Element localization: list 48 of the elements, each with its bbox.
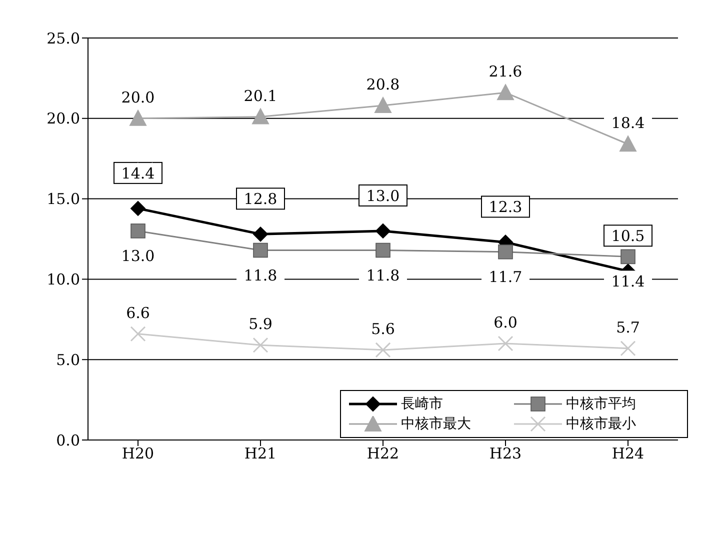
data-label: 21.6 bbox=[488, 62, 522, 81]
data-label: 5.7 bbox=[616, 318, 640, 336]
point bbox=[130, 224, 146, 238]
point bbox=[376, 223, 390, 238]
legend-label: 中核市最小 bbox=[566, 415, 636, 433]
data-label: 11.8 bbox=[244, 266, 278, 284]
data-label: 11.8 bbox=[366, 266, 400, 284]
point bbox=[252, 108, 269, 124]
data-label: 5.9 bbox=[248, 315, 272, 334]
y-tick-label: 0.0 bbox=[56, 431, 80, 450]
data-label: 6.0 bbox=[494, 314, 518, 332]
point bbox=[130, 110, 146, 126]
point bbox=[620, 136, 636, 152]
data-label: 13.0 bbox=[366, 186, 400, 205]
data-label: 20.8 bbox=[366, 76, 400, 94]
data-label: 5.6 bbox=[371, 320, 395, 338]
data-label: 10.5 bbox=[611, 227, 645, 246]
point bbox=[374, 97, 392, 114]
data-label: 11.7 bbox=[488, 268, 522, 286]
x-tick-label: H20 bbox=[122, 444, 154, 463]
y-tick-label: 10.0 bbox=[46, 270, 80, 289]
data-label: 14.4 bbox=[121, 164, 155, 182]
legend-label: 中核市平均 bbox=[566, 395, 636, 413]
point bbox=[130, 200, 146, 216]
x-tick-label: H23 bbox=[489, 444, 522, 463]
data-label: 20.0 bbox=[121, 88, 155, 106]
y-tick-label: 5.0 bbox=[56, 350, 80, 369]
legend-label: 長崎市 bbox=[401, 395, 443, 413]
data-label: 18.4 bbox=[611, 114, 645, 132]
y-tick-label: 25.0 bbox=[46, 29, 80, 48]
x-tick-label: H22 bbox=[366, 444, 400, 463]
point bbox=[253, 242, 268, 258]
y-tick-label: 15.0 bbox=[46, 190, 80, 208]
x-tick-label: H24 bbox=[612, 444, 644, 463]
point bbox=[620, 249, 636, 264]
data-label: 20.1 bbox=[244, 86, 278, 105]
point bbox=[253, 226, 268, 242]
legend-label: 中核市最大 bbox=[401, 415, 471, 433]
point bbox=[498, 244, 513, 260]
y-tick-label: 20.0 bbox=[46, 110, 80, 128]
data-label: 13.0 bbox=[121, 246, 155, 265]
point bbox=[497, 84, 514, 100]
data-label: 12.8 bbox=[244, 190, 278, 208]
point bbox=[376, 242, 390, 258]
data-label: 11.4 bbox=[611, 272, 645, 291]
x-tick-label: H21 bbox=[244, 444, 277, 463]
data-label: 6.6 bbox=[126, 304, 150, 322]
data-label: 12.3 bbox=[488, 198, 522, 216]
